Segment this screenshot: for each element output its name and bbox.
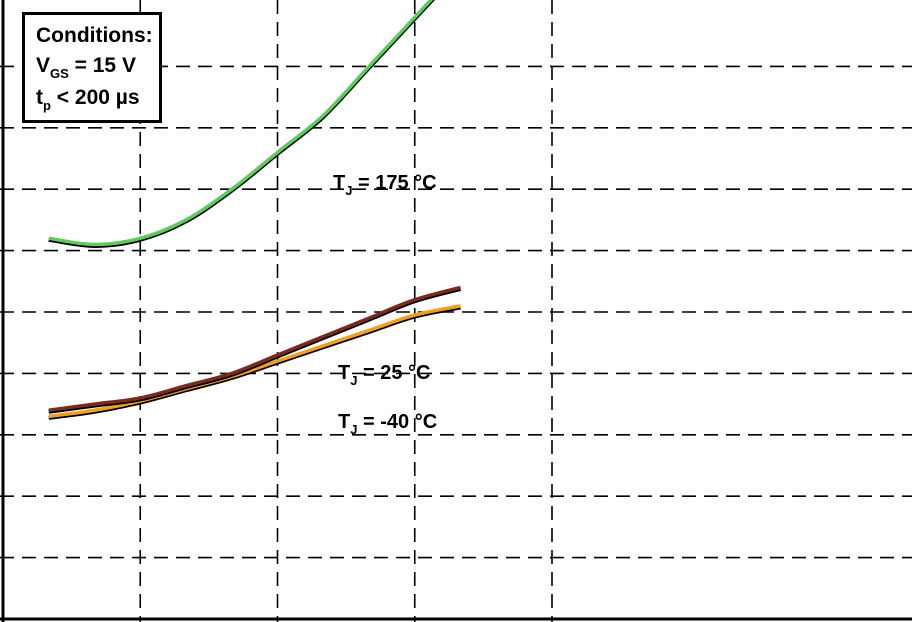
conditions-tp: tp < 200 µs <box>36 83 159 115</box>
label-tj-25-sub: J <box>350 373 358 388</box>
conditions-title: Conditions: <box>36 24 153 47</box>
label-tj-175-rest: = 175 °C <box>352 172 437 194</box>
label-tj-25-rest: = 25 °C <box>357 362 431 384</box>
label-tj-175-main: T <box>333 172 346 194</box>
label-tj-minus-40: TJ = -40 °C <box>338 411 438 437</box>
vgs-sub: GS <box>50 66 69 81</box>
label-tj-minus-40-rest: = -40 °C <box>357 411 438 433</box>
label-tj-25-main: T <box>338 362 351 384</box>
label-tj-minus-40-sub: J <box>350 422 358 437</box>
series-layer <box>48 0 462 420</box>
vgs-rest: = 15 V <box>68 54 136 77</box>
label-tj-25: TJ = 25 °C <box>338 362 431 388</box>
series-tj-175 <box>48 0 434 247</box>
conditions-vgs: VGS = 15 V <box>36 51 159 83</box>
tp-main: t <box>36 86 43 109</box>
vgs-main: V <box>36 54 51 77</box>
label-tj-175: TJ = 175 °C <box>333 172 437 198</box>
tp-sub: p <box>43 98 51 113</box>
series-tj-25 <box>48 285 461 412</box>
label-tj-minus-40-main: T <box>338 411 351 433</box>
label-tj-175-sub: J <box>345 183 353 198</box>
conditions-box: Conditions: VGS = 15 V tp < 200 µs <box>22 12 162 123</box>
series-tj-minus-40 <box>48 304 461 419</box>
tp-rest: < 200 µs <box>50 86 140 109</box>
